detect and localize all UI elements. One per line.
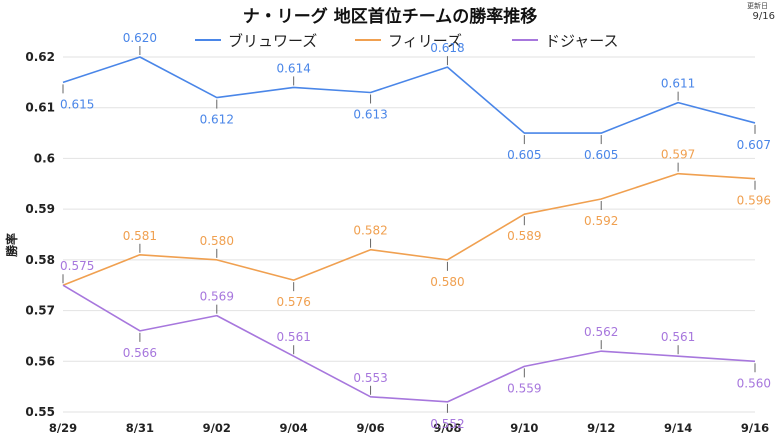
y-tick-label-2: 0.57 (25, 304, 55, 318)
y-tick-label-3: 0.58 (25, 253, 55, 267)
series-line-1 (62, 172, 756, 286)
data-label-0-3: 0.614 (276, 61, 310, 75)
updated-label: 更新日 (747, 1, 768, 10)
data-label-2-3: 0.561 (276, 330, 310, 344)
x-tick-label-9-10: 9/10 (510, 421, 538, 435)
y-tick-label-7: 0.62 (25, 50, 55, 64)
data-label-2-5: 0.552 (430, 417, 464, 431)
data-label-2-8: 0.561 (661, 330, 695, 344)
x-tick-label-8-29: 8/29 (49, 421, 77, 435)
data-label-2-2: 0.569 (200, 290, 234, 304)
legend-label-2: ドジャース (545, 32, 619, 50)
y-tick-label-6: 0.61 (25, 101, 55, 115)
x-tick-label-9-08: 9/08 (433, 421, 461, 435)
data-label-0-0: 0.615 (60, 97, 94, 111)
chart-title: ナ・リーグ 地区首位チームの勝率推移 (243, 6, 537, 27)
data-label-2-4: 0.553 (353, 371, 387, 385)
y-tick-label-0: 0.55 (25, 405, 55, 419)
data-label-1-8: 0.597 (661, 148, 695, 162)
data-label-2-7: 0.562 (584, 325, 618, 339)
x-axis-ticks: 8/29 8/31 9/02 9/04 9/06 9/08 9/10 9/12 9/14 9/16 (49, 421, 769, 435)
data-label-0-8: 0.611 (661, 77, 695, 91)
series-line-2 (62, 284, 756, 403)
x-tick-label-9-02: 9/02 (203, 421, 231, 435)
data-label-0-5: 0.618 (430, 41, 464, 55)
updated-date: 9/16 (753, 11, 775, 22)
data-label-0-4: 0.613 (353, 108, 387, 122)
series-lines (62, 56, 756, 403)
x-tick-label-9-14: 9/14 (664, 421, 692, 435)
data-label-0-1: 0.620 (123, 31, 157, 45)
data-label-0-2: 0.612 (200, 113, 234, 127)
x-tick-label-8-31: 8/31 (126, 421, 154, 435)
data-label-1-2: 0.580 (200, 234, 234, 248)
x-tick-label-9-12: 9/12 (587, 421, 615, 435)
gridlines (63, 56, 755, 413)
data-label-1-3: 0.576 (276, 295, 310, 309)
y-axis-label: 勝率 (4, 233, 19, 257)
legend-label-0: ブリュワーズ (228, 32, 317, 50)
data-label-2-9: 0.560 (737, 376, 771, 390)
data-label-2-0: 0.575 (60, 259, 94, 273)
data-label-1-6: 0.589 (507, 229, 541, 243)
data-label-1-1: 0.581 (123, 229, 157, 243)
y-tick-label-1: 0.56 (25, 354, 55, 368)
data-label-1-5: 0.580 (430, 275, 464, 289)
y-axis-ticks: 0.55 0.56 0.57 0.58 0.59 0.6 0.61 0.62 (25, 50, 55, 419)
data-label-0-9: 0.607 (737, 138, 771, 152)
series-line-0 (62, 56, 756, 134)
data-label-2-1: 0.566 (123, 346, 157, 360)
data-label-0-6: 0.605 (507, 148, 541, 162)
data-label-0-7: 0.605 (584, 148, 618, 162)
data-label-1-9: 0.596 (737, 194, 771, 208)
legend: ブリュワーズ フィリーズ ドジャース (195, 32, 619, 50)
data-label-2-6: 0.559 (507, 381, 541, 395)
x-tick-label-9-06: 9/06 (356, 421, 384, 435)
data-label-1-7: 0.592 (584, 214, 618, 228)
data-label-1-4: 0.582 (353, 224, 387, 238)
data-labels: 0.615 0.620 0.612 0.614 0.613 0.618 0.605 0.605… (60, 31, 771, 431)
y-tick-label-4: 0.59 (25, 202, 55, 216)
legend-label-1: フィリーズ (388, 32, 462, 50)
x-tick-label-9-16: 9/16 (741, 421, 769, 435)
y-tick-label-5: 0.6 (34, 151, 55, 165)
x-tick-label-9-04: 9/04 (280, 421, 308, 435)
